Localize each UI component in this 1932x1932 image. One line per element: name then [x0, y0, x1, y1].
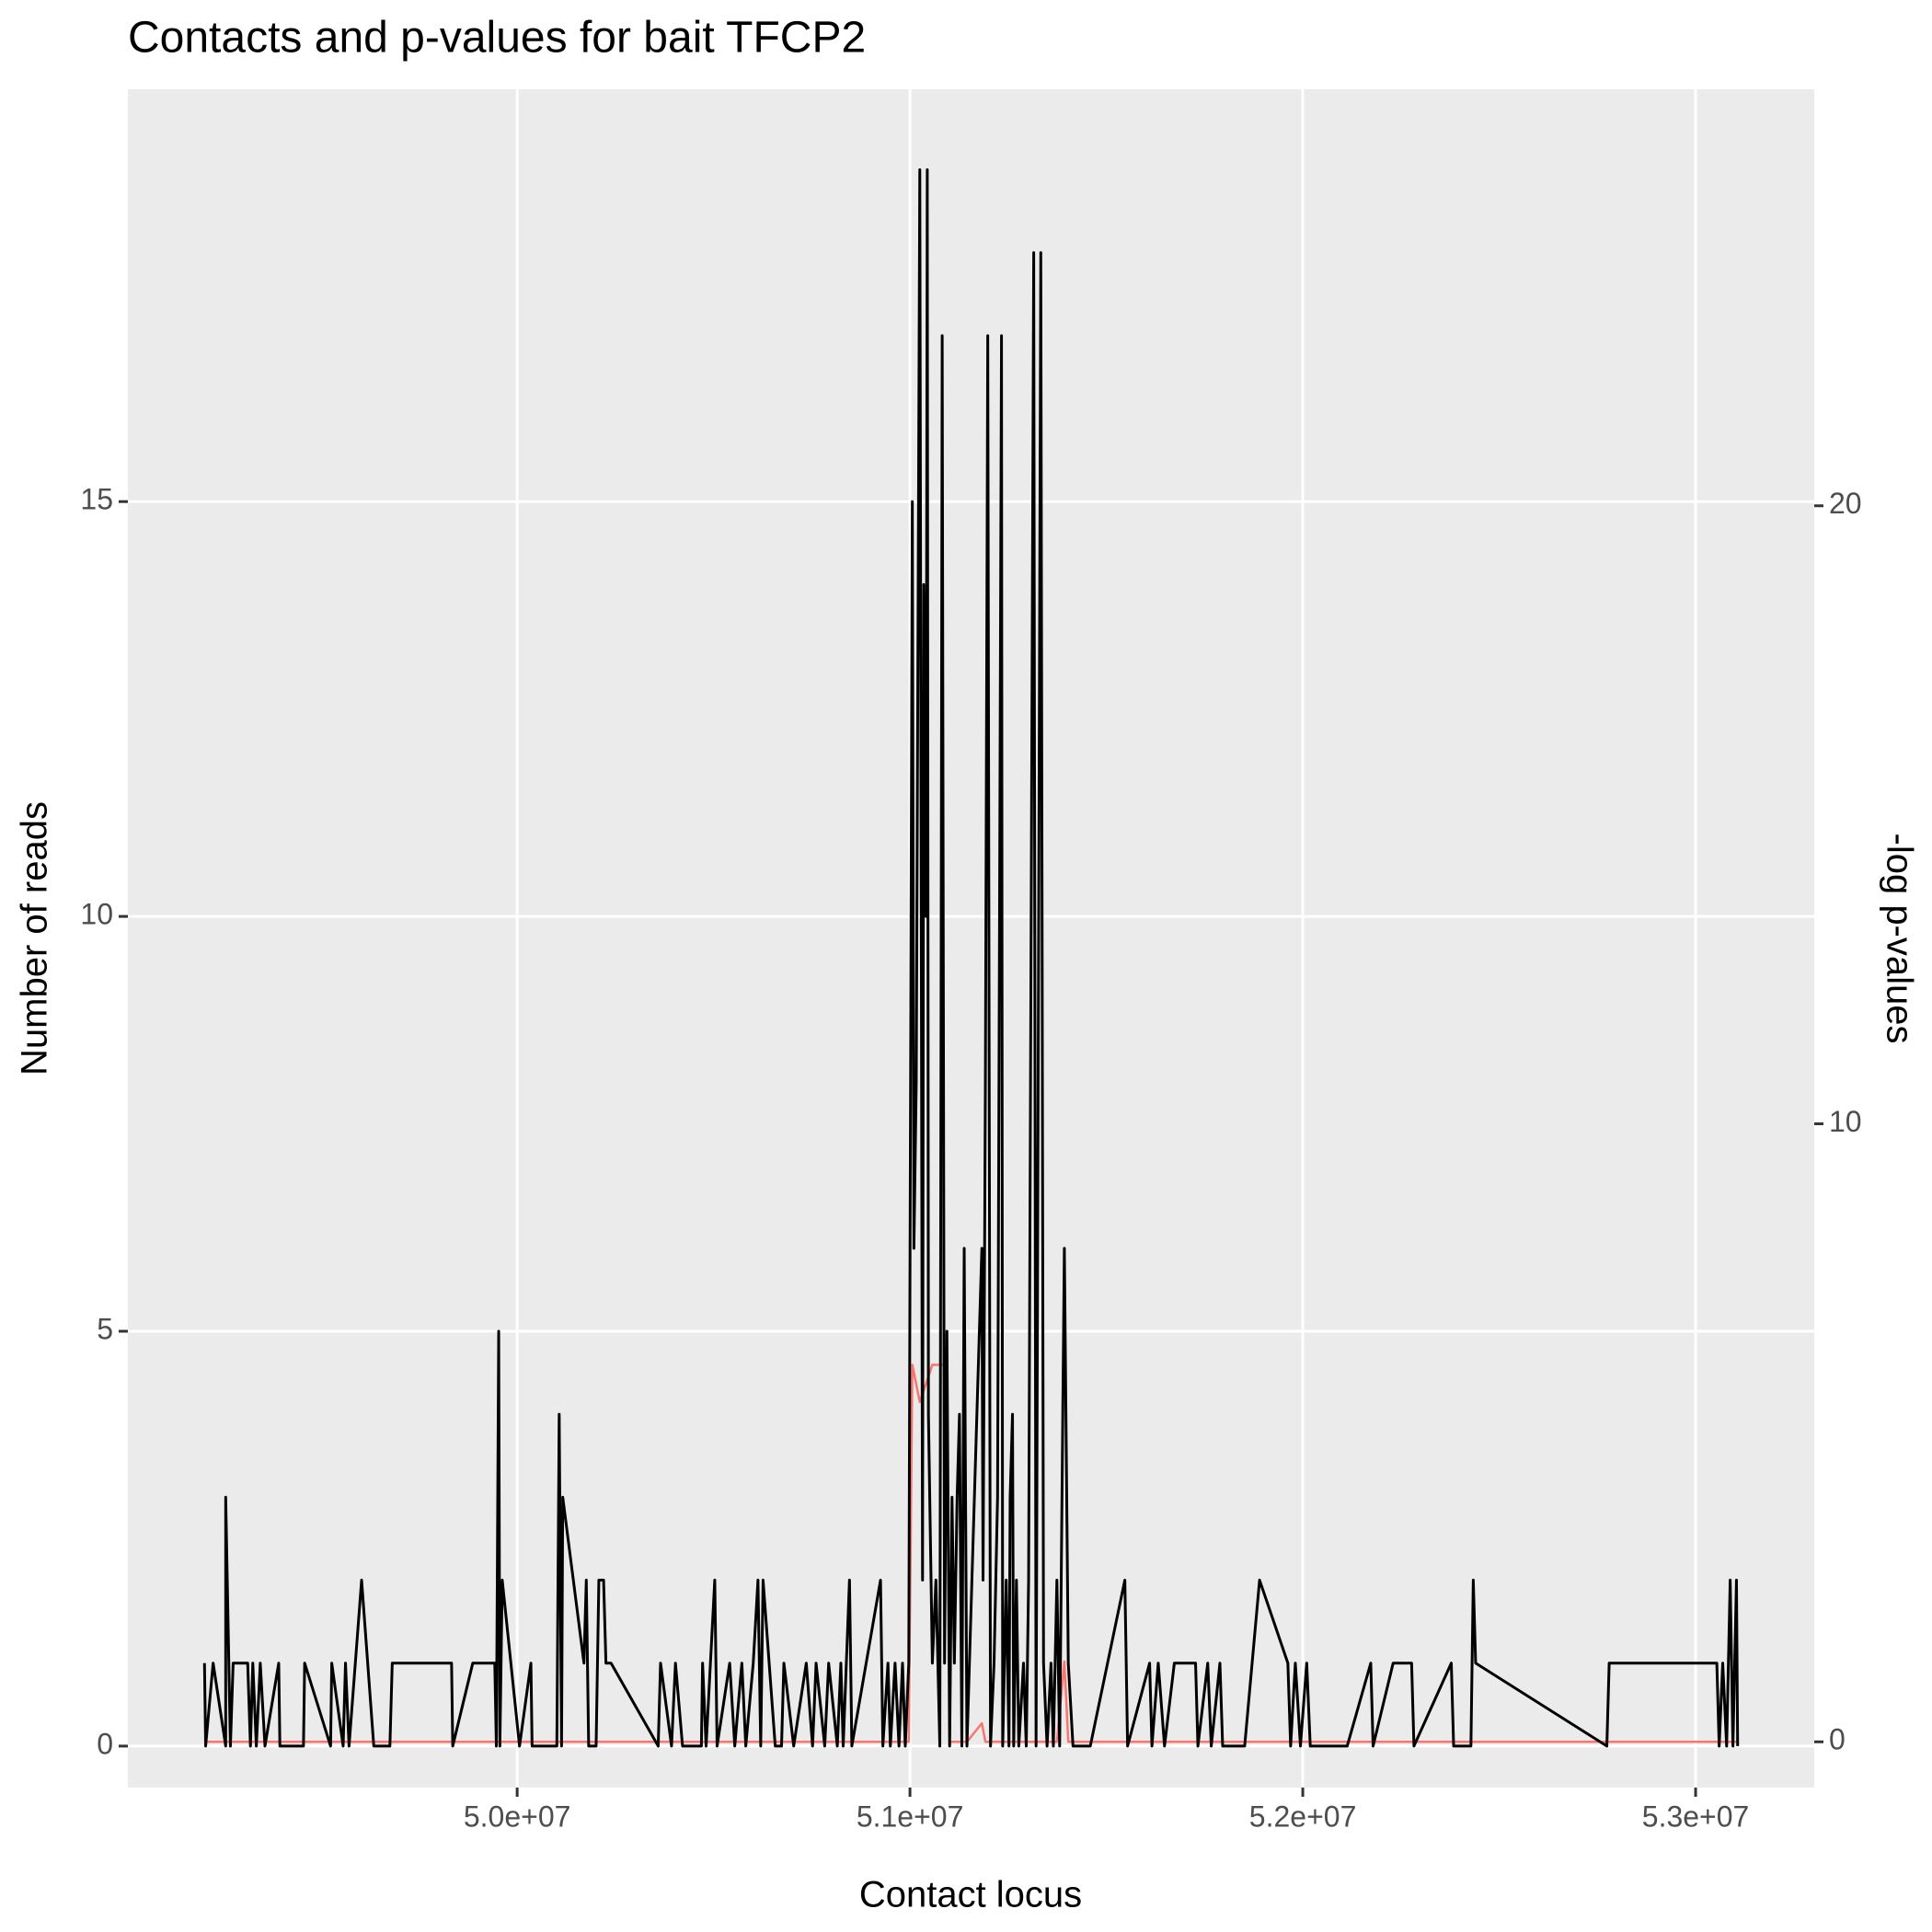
x-tick-label: 5.2e+07: [1249, 1800, 1357, 1833]
chart-title: Contacts and p-values for bait TFCP2: [128, 14, 866, 63]
line: [204, 1363, 1738, 1743]
y-tick-label: 0: [97, 1727, 113, 1760]
y-tick-label: 15: [80, 483, 113, 516]
y2-tick-label: 20: [1829, 487, 1862, 520]
y2-axis-title: -log p-values: [1879, 833, 1919, 1043]
y-tick-label: 10: [80, 898, 113, 931]
panel: [128, 89, 1814, 1788]
y-axis-title: Number of reads: [15, 801, 55, 1075]
y-tick-label: 5: [97, 1312, 113, 1345]
y2-tick-label: 10: [1829, 1105, 1862, 1138]
line: [202, 167, 1740, 1748]
y2-tick-label: 0: [1829, 1723, 1846, 1756]
x-axis-title: Contact locus: [859, 1875, 1082, 1915]
x-tick-label: 5.3e+07: [1642, 1800, 1750, 1833]
x-tick-label: 5.1e+07: [857, 1800, 964, 1833]
x-tick-label: 5.0e+07: [464, 1800, 571, 1833]
